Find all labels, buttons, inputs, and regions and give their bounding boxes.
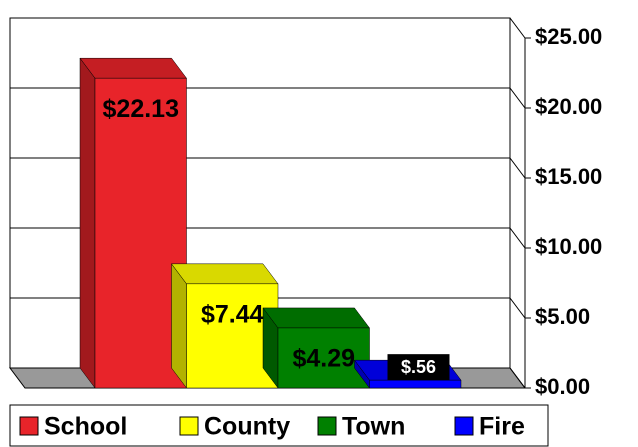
bar-side-shade bbox=[80, 58, 95, 389]
y-tick-label: $25.00 bbox=[535, 24, 602, 49]
y-tick-label: $20.00 bbox=[535, 94, 602, 119]
grid-line-depth bbox=[509, 87, 526, 109]
bar-top-shade bbox=[263, 307, 370, 328]
legend-swatch bbox=[317, 416, 337, 436]
y-tick-label: $10.00 bbox=[535, 234, 602, 259]
legend-label: Fire bbox=[479, 413, 525, 441]
bar-side-shade bbox=[354, 360, 370, 388]
y-tick-label: $15.00 bbox=[535, 164, 602, 189]
value-label: $22.13 bbox=[103, 95, 179, 123]
bar-side-shade bbox=[263, 307, 278, 388]
bar-top-shade bbox=[80, 58, 187, 79]
legend-label: School bbox=[44, 413, 127, 441]
legend-label: Town bbox=[342, 413, 405, 441]
legend-swatch bbox=[454, 416, 474, 436]
grid-line-depth bbox=[509, 17, 526, 39]
grid-line-depth bbox=[509, 227, 526, 249]
grid-line-depth bbox=[509, 367, 526, 389]
bar bbox=[277, 327, 370, 389]
bar-side-shade bbox=[171, 263, 187, 388]
bar-top-shade bbox=[171, 263, 278, 284]
legend-swatch bbox=[179, 416, 199, 436]
value-label: $.56 bbox=[401, 357, 436, 377]
y-tick-label: $0.00 bbox=[535, 374, 590, 399]
legend-swatch bbox=[19, 416, 39, 436]
legend-label: County bbox=[204, 413, 290, 441]
bar bbox=[369, 379, 462, 389]
y-tick-label: $5.00 bbox=[535, 304, 590, 329]
value-label: $4.29 bbox=[292, 345, 355, 373]
value-label-box bbox=[387, 354, 450, 381]
value-label: $7.44 bbox=[201, 300, 264, 328]
grid-line-depth bbox=[509, 297, 526, 319]
grid-line-depth bbox=[509, 157, 526, 179]
